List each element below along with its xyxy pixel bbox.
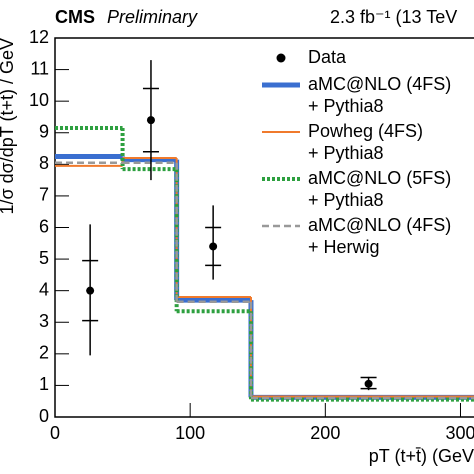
y-tick-label: 12 [29, 27, 49, 47]
legend-label: aMC@NLO (5FS) [308, 168, 451, 188]
chart-title: CMS [55, 7, 95, 27]
legend-marker [276, 53, 286, 63]
y-tick-label: 11 [30, 58, 49, 78]
legend-label: aMC@NLO (4FS) [308, 215, 451, 235]
data-point [364, 379, 373, 388]
lumi-label: 2.3 fb⁻¹ (13 TeV [330, 7, 457, 27]
legend-label: + Pythia8 [308, 96, 384, 116]
y-tick-label: 5 [39, 248, 49, 268]
legend-label: aMC@NLO (4FS) [308, 74, 451, 94]
y-tick-label: 8 [39, 153, 49, 173]
y-tick-label: 1 [39, 374, 49, 394]
data-point [86, 286, 95, 295]
y-tick-label: 0 [39, 406, 49, 426]
x-tick-label: 0 [50, 423, 60, 443]
x-tick-label: 300 [445, 423, 474, 443]
legend-label: Data [308, 47, 347, 67]
y-tick-label: 2 [39, 343, 49, 363]
x-tick-label: 200 [310, 423, 340, 443]
y-tick-label: 3 [39, 311, 49, 331]
y-tick-label: 4 [39, 279, 49, 299]
legend-label: + Pythia8 [308, 190, 384, 210]
data-point [146, 116, 155, 125]
x-tick-label: 100 [175, 423, 205, 443]
y-tick-label: 6 [39, 216, 49, 236]
legend-label: + Herwig [308, 237, 380, 257]
legend-label: Powheg (4FS) [308, 121, 423, 141]
y-tick-label: 9 [39, 122, 49, 142]
y-tick-label: 10 [29, 90, 49, 110]
y-axis-label: 1/σ dσ/dpT (t+t̄) / GeV [0, 38, 17, 214]
y-tick-label: 7 [39, 185, 49, 205]
x-axis-label: pT (t+t̄) (GeV [369, 446, 474, 466]
legend-label: + Pythia8 [308, 143, 384, 163]
chart-subtitle: Preliminary [107, 7, 198, 27]
data-point [209, 242, 218, 251]
